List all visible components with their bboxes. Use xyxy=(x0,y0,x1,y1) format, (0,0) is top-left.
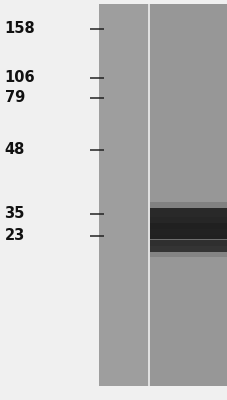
Text: 106: 106 xyxy=(5,70,35,86)
Text: 35: 35 xyxy=(5,206,25,222)
Bar xyxy=(149,240,227,252)
Text: 79: 79 xyxy=(5,90,25,106)
Bar xyxy=(149,223,227,239)
Bar xyxy=(149,202,227,229)
Bar xyxy=(149,208,227,223)
Bar xyxy=(99,4,227,386)
Bar xyxy=(99,4,148,386)
Bar xyxy=(149,217,227,246)
Bar xyxy=(147,4,149,386)
Bar xyxy=(149,235,227,257)
Text: 158: 158 xyxy=(5,21,35,36)
Text: 23: 23 xyxy=(5,228,25,244)
Text: 48: 48 xyxy=(5,142,25,158)
Bar xyxy=(149,4,227,386)
